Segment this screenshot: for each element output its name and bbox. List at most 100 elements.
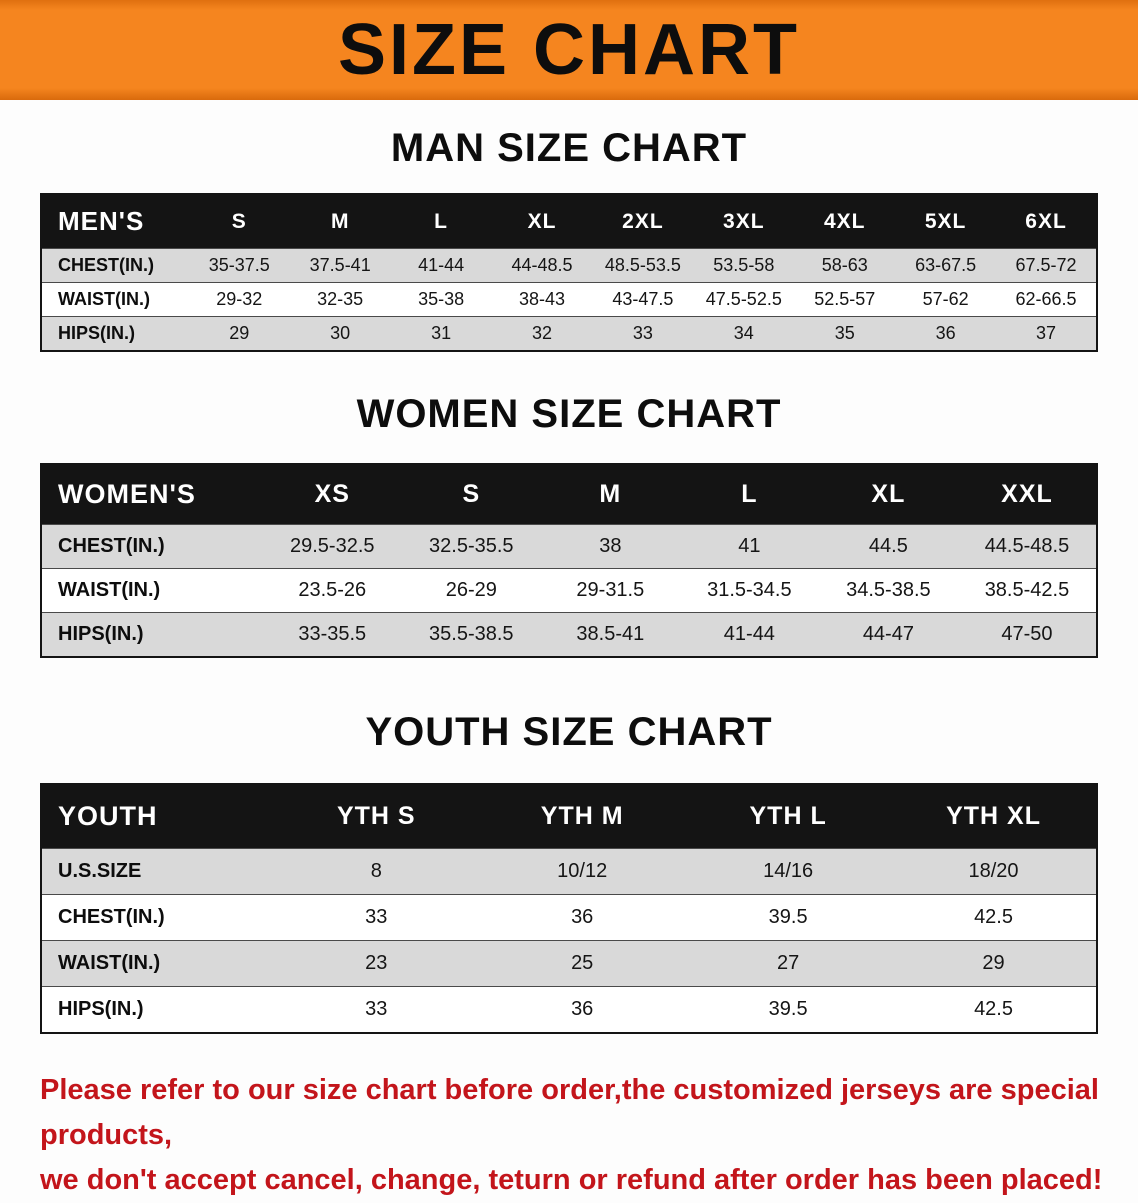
row-label: WAIST(IN.) [58, 289, 150, 309]
disclaimer-line-1: Please refer to our size chart before or… [40, 1074, 1099, 1151]
size-column-header: M [540, 464, 680, 525]
size-value: 34.5-38.5 [846, 579, 931, 601]
row-label: HIPS(IN.) [58, 623, 144, 645]
size-value: 47-50 [1001, 623, 1053, 645]
disclaimer: Please refer to our size chart before or… [40, 1068, 1138, 1203]
size-value: 39.5 [768, 906, 808, 928]
size-value: 67.5-72 [1015, 255, 1077, 275]
size-value: 35 [834, 323, 855, 343]
size-value: 10/12 [557, 860, 608, 882]
size-value: 36 [571, 906, 594, 928]
size-column-header: YTH L [685, 784, 892, 849]
size-column-header: 6XL [996, 194, 1097, 249]
size-column-header: L [679, 464, 819, 525]
size-value: 35.5-38.5 [429, 623, 514, 645]
table-row: HIPS(IN.) 33-35.5 35.5-38.5 38.5-41 41-44 44-… [41, 612, 1097, 657]
size-value: 37 [1036, 323, 1057, 343]
size-value: 37.5-41 [309, 255, 371, 275]
table-title-cell: WOMEN'S [41, 464, 263, 525]
table-row: WAIST(IN.) 23 25 27 29 [41, 940, 1097, 987]
women-size-table: WOMEN'S XS S M L XL XXL CHEST(IN.) 29.5-32.5 32.5… [40, 463, 1098, 658]
table-header-row: MEN'S S M L XL 2XL 3XL 4XL 5XL 6XL [41, 194, 1097, 249]
size-value: 48.5-53.5 [604, 255, 681, 275]
size-value: 33 [365, 906, 388, 928]
table-header-row: WOMEN'S XS S M L XL XXL [41, 464, 1097, 525]
size-value: 29-31.5 [576, 579, 645, 601]
size-column-header: 4XL [794, 194, 896, 249]
row-label: WAIST(IN.) [58, 952, 161, 974]
size-value: 57-62 [922, 289, 969, 309]
size-column-header: XXL [957, 464, 1097, 525]
size-value: 33 [632, 323, 653, 343]
man-size-chart-section: MAN SIZE CHART MEN'S S M L XL 2XL 3XL 4XL 5XL 6XL… [0, 100, 1138, 352]
size-value: 38 [599, 535, 622, 557]
size-value: 33-35.5 [298, 623, 367, 645]
size-column-header: YTH XL [891, 784, 1097, 849]
size-value: 23.5-26 [298, 579, 367, 601]
size-column-header: XL [491, 194, 593, 249]
table-row: WAIST(IN.) 23.5-26 26-29 29-31.5 31.5-34.5 34… [41, 568, 1097, 613]
size-value: 31 [431, 323, 452, 343]
size-value: 36 [571, 998, 594, 1020]
size-value: 14/16 [763, 860, 814, 882]
size-value: 38.5-42.5 [984, 579, 1070, 601]
size-value: 62-66.5 [1015, 289, 1077, 309]
row-label: U.S.SIZE [58, 860, 142, 882]
size-value: 27 [776, 952, 800, 974]
size-value: 39.5 [768, 998, 808, 1020]
table-row: WAIST(IN.) 29-32 32-35 35-38 38-43 43-47.5 47.… [41, 282, 1097, 317]
size-column-header: L [390, 194, 492, 249]
page-title: SIZE CHART [338, 10, 800, 90]
size-column-header: 3XL [693, 194, 795, 249]
size-column-header: S [401, 464, 541, 525]
table-title-cell: MEN'S [41, 194, 189, 249]
size-value: 41-44 [418, 255, 465, 275]
youth-size-table: YOUTH YTH S YTH M YTH L YTH XL U.S.SIZE 8 10/12… [40, 783, 1098, 1034]
size-column-header: 2XL [592, 194, 694, 249]
size-value: 8 [370, 860, 382, 882]
size-value: 30 [330, 323, 351, 343]
table-row: CHEST(IN.) 33 36 39.5 42.5 [41, 894, 1097, 941]
table-row: U.S.SIZE 8 10/12 14/16 18/20 [41, 848, 1097, 895]
size-value: 29.5-32.5 [290, 535, 375, 557]
size-value: 41 [738, 535, 761, 557]
size-value: 44-48.5 [511, 255, 573, 275]
size-value: 43-47.5 [612, 289, 674, 309]
man-section-heading: MAN SIZE CHART [390, 126, 748, 170]
size-value: 32.5-35.5 [429, 535, 514, 557]
size-value: 29 [982, 952, 1005, 974]
row-label: WAIST(IN.) [58, 579, 161, 601]
size-value: 35-37.5 [208, 255, 270, 275]
row-label: HIPS(IN.) [58, 323, 136, 343]
table-title-cell: YOUTH [41, 784, 274, 849]
size-value: 47.5-52.5 [705, 289, 782, 309]
size-column-header: 5XL [895, 194, 997, 249]
size-value: 53.5-58 [713, 255, 775, 275]
women-size-chart-section: WOMEN SIZE CHART WOMEN'S XS S M L XL XXL CHEST(… [0, 352, 1138, 658]
size-value: 38-43 [518, 289, 566, 309]
size-value: 32 [531, 323, 553, 343]
size-value: 41-44 [723, 623, 775, 645]
table-row: HIPS(IN.) 33 36 39.5 42.5 [41, 986, 1097, 1033]
row-label: CHEST(IN.) [58, 255, 154, 275]
size-value: 42.5 [974, 906, 1013, 928]
youth-size-chart-section: YOUTH SIZE CHART YOUTH YTH S YTH M YTH L YTH… [0, 658, 1138, 1034]
size-value: 44.5 [868, 535, 908, 557]
men-size-table: MEN'S S M L XL 2XL 3XL 4XL 5XL 6XL CHEST(IN.) 35-37… [40, 193, 1098, 352]
row-label: HIPS(IN.) [58, 998, 144, 1020]
size-value: 29 [229, 323, 250, 343]
size-value: 34 [733, 323, 754, 343]
size-value: 18/20 [968, 860, 1019, 882]
size-value: 36 [935, 323, 956, 343]
size-value: 32-35 [317, 289, 364, 309]
size-value: 25 [571, 952, 594, 974]
banner: SIZE CHART [0, 0, 1138, 100]
size-value: 23 [365, 952, 388, 974]
row-label: CHEST(IN.) [58, 535, 165, 557]
size-column-header: YTH M [479, 784, 686, 849]
size-column-header: S [188, 194, 290, 249]
women-section-heading: WOMEN SIZE CHART [356, 392, 782, 436]
table-row: HIPS(IN.) 29 30 31 32 33 34 35 36 37 [41, 316, 1097, 351]
size-value: 42.5 [974, 998, 1013, 1020]
